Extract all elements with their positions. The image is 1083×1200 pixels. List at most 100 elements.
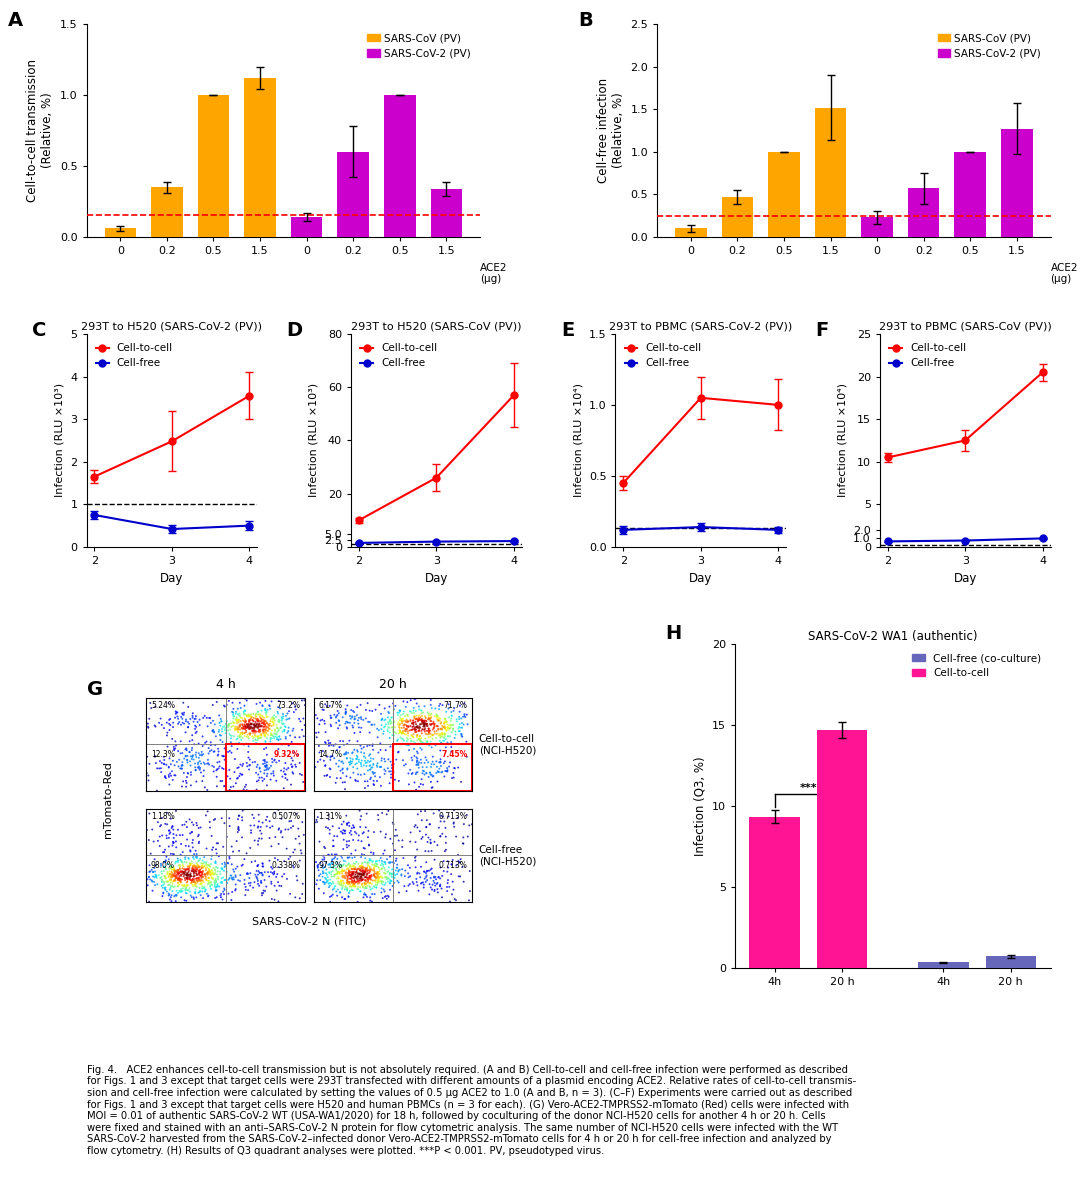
Point <box>238 707 256 726</box>
Point <box>204 863 221 882</box>
Point <box>196 856 213 875</box>
Point <box>212 709 230 728</box>
Point <box>365 862 382 881</box>
Point <box>209 869 226 888</box>
Point <box>287 757 304 776</box>
Point <box>440 858 457 877</box>
Point <box>173 703 191 722</box>
Point <box>236 713 253 732</box>
Point <box>406 707 423 726</box>
Point <box>268 707 285 726</box>
Point <box>178 772 195 791</box>
Point <box>213 859 231 878</box>
Point <box>409 755 427 774</box>
Point <box>340 874 357 893</box>
Point <box>172 880 190 899</box>
Point <box>407 763 425 782</box>
Point <box>344 874 362 893</box>
Point <box>250 726 268 745</box>
Point <box>384 721 402 740</box>
Point <box>242 719 259 738</box>
Point <box>364 702 381 721</box>
Point <box>278 724 296 743</box>
Point <box>178 740 195 760</box>
Point <box>417 732 434 751</box>
Point <box>401 740 418 760</box>
Point <box>412 710 429 730</box>
Point <box>353 709 370 728</box>
Point <box>331 872 349 892</box>
Point <box>423 738 441 757</box>
Bar <box>721 197 753 238</box>
Point <box>204 869 221 888</box>
Point <box>395 756 413 775</box>
Point <box>368 854 386 874</box>
Point <box>367 872 384 892</box>
Point <box>271 751 288 770</box>
Point <box>432 713 449 732</box>
Point <box>243 707 260 726</box>
Point <box>224 860 242 880</box>
Point <box>404 720 421 739</box>
Point <box>363 870 380 889</box>
Point <box>263 726 280 745</box>
Point <box>183 859 200 878</box>
Point <box>429 772 446 791</box>
Point <box>430 696 447 715</box>
Point <box>195 754 212 773</box>
Point <box>421 721 439 740</box>
Point <box>170 864 187 883</box>
Point <box>251 821 269 840</box>
Point <box>417 725 434 744</box>
Point <box>353 874 370 893</box>
Point <box>175 749 193 768</box>
Point <box>167 802 184 821</box>
Point <box>253 863 271 882</box>
Point <box>243 715 260 734</box>
Point <box>167 871 184 890</box>
Point <box>199 887 217 906</box>
Point <box>436 718 454 737</box>
Point <box>168 752 185 772</box>
Point <box>142 862 159 881</box>
Text: 1.31%: 1.31% <box>318 811 342 821</box>
Point <box>191 862 208 881</box>
Point <box>270 720 287 739</box>
Point <box>182 866 199 886</box>
Point <box>162 818 180 838</box>
Point <box>172 871 190 890</box>
Point <box>249 718 266 737</box>
Point <box>321 863 338 882</box>
Point <box>207 888 224 907</box>
Point <box>423 714 441 733</box>
Point <box>460 816 478 835</box>
Point <box>179 750 196 769</box>
Point <box>170 713 187 732</box>
Point <box>193 874 210 893</box>
Point <box>413 874 430 893</box>
Point <box>312 853 329 872</box>
Point <box>309 808 326 827</box>
Text: Cell-free
(NCI-H520): Cell-free (NCI-H520) <box>479 845 536 866</box>
Point <box>406 719 423 738</box>
Point <box>394 848 412 868</box>
Point <box>350 868 367 887</box>
Point <box>183 852 200 871</box>
Point <box>173 752 191 772</box>
Point <box>332 856 350 875</box>
Point <box>378 870 395 889</box>
Point <box>191 878 208 898</box>
Text: G: G <box>87 680 103 698</box>
Point <box>406 709 423 728</box>
Point <box>357 859 375 878</box>
Point <box>345 874 363 893</box>
Point <box>271 712 288 731</box>
Point <box>290 827 308 846</box>
Point <box>352 708 369 727</box>
Point <box>423 859 441 878</box>
Point <box>236 850 253 869</box>
Point <box>365 763 382 782</box>
Point <box>249 702 266 721</box>
Point <box>406 689 423 708</box>
Point <box>436 725 454 744</box>
